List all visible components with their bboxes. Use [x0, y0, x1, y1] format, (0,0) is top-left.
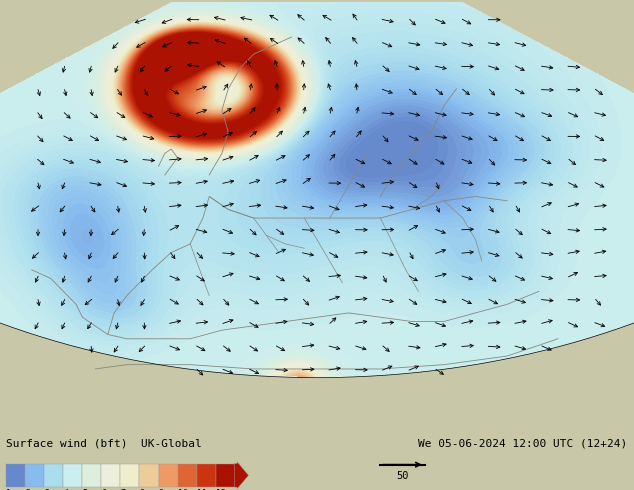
FancyArrow shape	[235, 462, 249, 489]
Text: 8: 8	[139, 489, 145, 490]
Bar	[6, 464, 25, 487]
Bar	[44, 464, 63, 487]
Text: 50: 50	[396, 471, 409, 481]
Text: 6: 6	[101, 489, 107, 490]
Bar	[139, 464, 158, 487]
Text: Surface wind (bft)  UK-Global: Surface wind (bft) UK-Global	[6, 438, 202, 448]
Bar	[197, 464, 216, 487]
Bar	[178, 464, 197, 487]
Text: 1: 1	[6, 489, 11, 490]
Bar	[158, 464, 178, 487]
Text: 5: 5	[82, 489, 87, 490]
Bar	[82, 464, 101, 487]
Polygon shape	[0, 0, 634, 378]
Text: 7: 7	[120, 489, 126, 490]
Bar	[120, 464, 139, 487]
Text: 10: 10	[178, 489, 188, 490]
Text: 3: 3	[44, 489, 49, 490]
Text: 9: 9	[158, 489, 164, 490]
Text: We 05-06-2024 12:00 UTC (12+24): We 05-06-2024 12:00 UTC (12+24)	[418, 438, 628, 448]
Bar	[25, 464, 44, 487]
Bar	[101, 464, 120, 487]
Text: 4: 4	[63, 489, 68, 490]
Text: 12: 12	[216, 489, 226, 490]
Bar	[216, 464, 235, 487]
Text: 11: 11	[197, 489, 207, 490]
Bar	[63, 464, 82, 487]
Text: 2: 2	[25, 489, 30, 490]
